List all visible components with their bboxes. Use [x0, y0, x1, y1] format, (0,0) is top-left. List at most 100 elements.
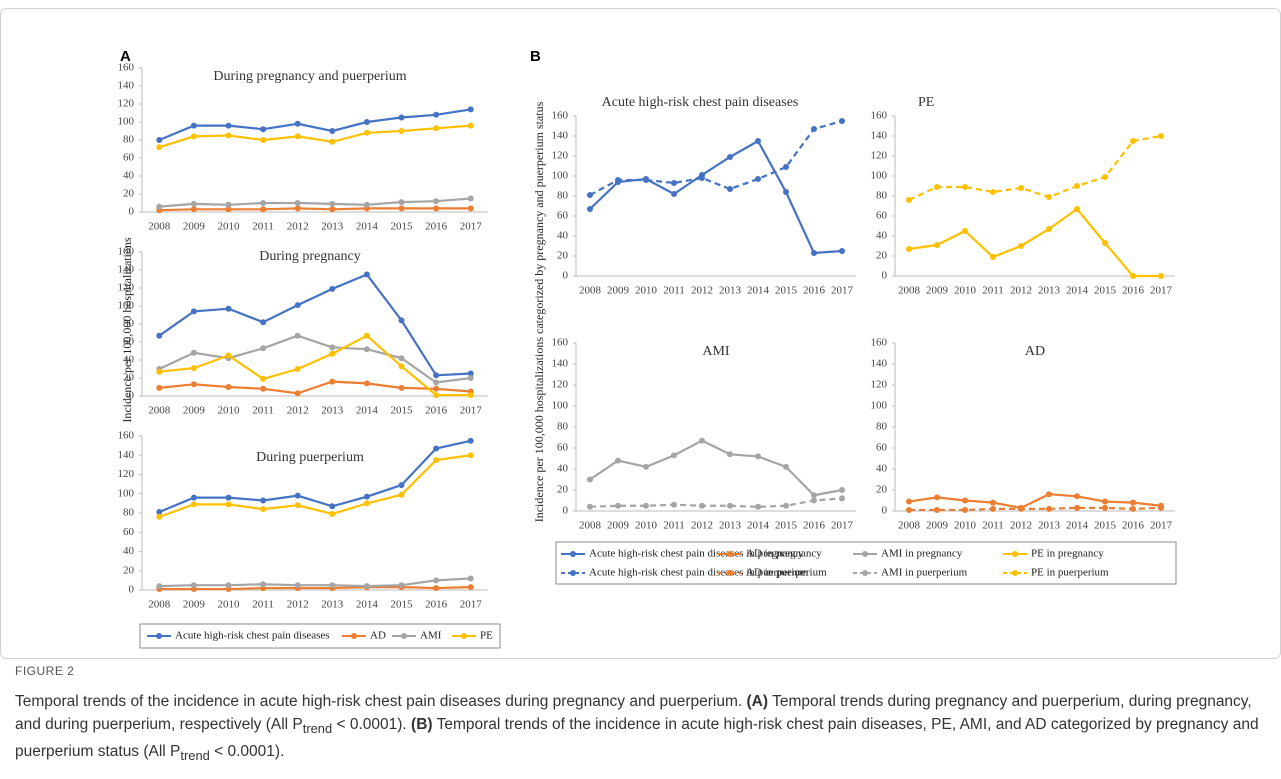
- data-point: [225, 384, 232, 390]
- data-point: [906, 246, 912, 252]
- legend-marker: [570, 570, 576, 576]
- x-tick-label: 2010: [218, 599, 241, 611]
- data-point: [294, 133, 301, 140]
- legend-marker: [862, 551, 868, 557]
- y-tick-label: 20: [557, 484, 569, 496]
- data-point: [643, 177, 649, 183]
- x-tick-label: 2015: [775, 520, 798, 532]
- y-tick-label: 140: [552, 130, 569, 142]
- data-point: [643, 502, 649, 509]
- y-tick-label: 60: [123, 336, 135, 348]
- legend-label: AD: [370, 630, 386, 642]
- data-point: [225, 206, 232, 213]
- y-tick-label: 100: [118, 116, 135, 128]
- data-point: [294, 366, 301, 372]
- data-point: [260, 581, 267, 588]
- series-line: [908, 207, 1161, 278]
- data-point: [363, 583, 370, 590]
- data-point: [225, 132, 232, 139]
- data-point: [398, 205, 405, 212]
- x-tick-label: 2014: [356, 405, 379, 417]
- panel-label: B: [530, 48, 541, 65]
- data-point: [727, 451, 733, 458]
- legend-label: AD in puerperium: [746, 567, 827, 579]
- data-point: [363, 332, 370, 339]
- y-tick-label: 140: [118, 80, 135, 92]
- data-point: [190, 501, 197, 508]
- x-tick-label: 2014: [747, 285, 770, 297]
- data-point: [1018, 243, 1024, 249]
- y-tick-label: 80: [123, 507, 135, 519]
- data-point: [962, 506, 968, 513]
- y-tick-label: 140: [871, 130, 888, 142]
- data-point: [433, 457, 440, 464]
- data-point: [398, 114, 405, 121]
- data-point: [587, 476, 593, 483]
- data-point: [615, 177, 621, 183]
- data-point: [156, 384, 163, 391]
- data-point: [755, 176, 761, 182]
- x-tick-label: 2012: [287, 221, 309, 233]
- data-point: [398, 355, 405, 362]
- caption-text: Temporal trends during pregnancy and pue…: [15, 693, 1252, 733]
- data-point: [467, 195, 474, 202]
- x-tick-label: 2012: [1010, 520, 1032, 532]
- legend-label: AMI: [420, 630, 442, 642]
- series-line: [589, 119, 843, 196]
- data-point: [755, 453, 761, 460]
- caption-text: Temporal trends of the incidence in acut…: [15, 693, 747, 710]
- series-line: [158, 454, 471, 518]
- data-point: [294, 200, 301, 206]
- data-point: [294, 205, 301, 212]
- y-tick-label: 60: [876, 210, 888, 222]
- data-point: [783, 463, 789, 470]
- x-tick-label: 2013: [321, 405, 344, 417]
- y-tick-label: 80: [123, 318, 135, 330]
- data-point: [727, 186, 733, 192]
- legend-label: Acute high-risk chest pain diseases in p…: [589, 548, 804, 560]
- data-point: [467, 584, 474, 591]
- x-tick-label: 2017: [1150, 285, 1173, 297]
- legend-box: [555, 541, 1177, 585]
- data-point: [934, 242, 940, 248]
- series-line: [909, 506, 1162, 512]
- series-line: [159, 586, 471, 591]
- data-point: [433, 372, 440, 379]
- data-point: [329, 344, 336, 351]
- data-point: [962, 228, 968, 234]
- data-point: [433, 111, 440, 118]
- x-tick-label: 2013: [1038, 520, 1061, 532]
- data-point: [294, 390, 301, 397]
- data-point: [329, 510, 336, 517]
- legend-marker: [1012, 570, 1018, 576]
- y-tick-label: 0: [129, 584, 135, 596]
- data-point: [329, 128, 336, 134]
- data-point: [1130, 273, 1136, 279]
- x-tick-label: 2008: [148, 405, 171, 417]
- data-point: [294, 332, 301, 339]
- legend-marker: [156, 633, 162, 639]
- y-tick-label: 80: [557, 421, 569, 433]
- x-tick-label: 2008: [579, 520, 602, 532]
- caption-text: < 0.0001).: [332, 716, 412, 733]
- data-point: [260, 497, 267, 504]
- caption-text: < 0.0001).: [209, 743, 285, 761]
- data-point: [962, 184, 968, 190]
- y-tick-label: 0: [129, 390, 135, 402]
- data-point: [1046, 491, 1052, 498]
- data-point: [363, 493, 370, 500]
- data-point: [990, 505, 996, 512]
- x-tick-label: 2015: [391, 221, 414, 233]
- y-tick-label: 160: [871, 110, 888, 122]
- series-line: [908, 493, 1162, 509]
- data-point: [699, 437, 705, 444]
- x-tick-label: 2017: [831, 520, 854, 532]
- data-point: [294, 120, 301, 127]
- legend-marker: [727, 551, 733, 557]
- data-point: [839, 118, 845, 124]
- x-tick-label: 2013: [719, 520, 742, 532]
- x-tick-label: 2010: [218, 221, 241, 233]
- y-tick-label: 0: [563, 270, 569, 282]
- data-point: [467, 205, 474, 212]
- y-tick-label: 20: [123, 372, 135, 384]
